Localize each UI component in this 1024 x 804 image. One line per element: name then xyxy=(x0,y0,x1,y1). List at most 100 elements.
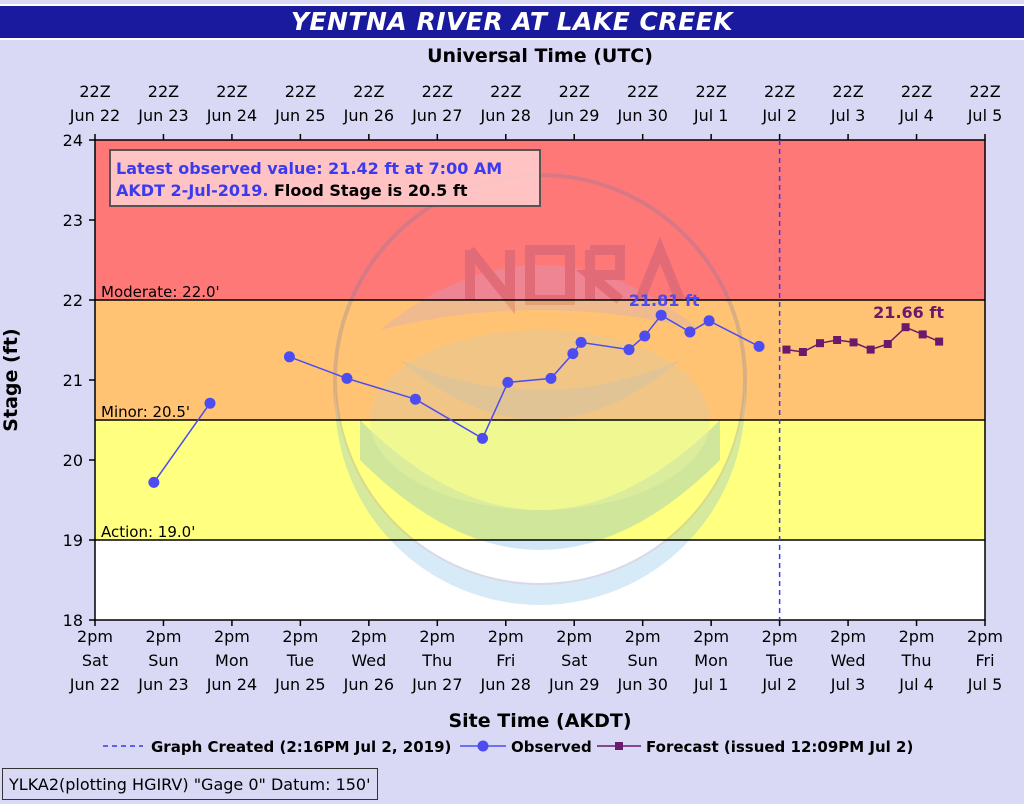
observed-point xyxy=(148,476,160,488)
forecast-point xyxy=(849,338,858,347)
bottom-tick-label: Jun 24 xyxy=(206,675,257,694)
observed-point xyxy=(703,315,715,327)
legend-forecast-marker xyxy=(615,742,623,750)
bottom-tick-label: 2pm xyxy=(351,627,387,646)
bottom-tick-label: 2pm xyxy=(146,627,182,646)
bottom-tick-label: Jul 4 xyxy=(898,675,934,694)
bottom-tick-label: 2pm xyxy=(762,627,798,646)
forecast-point xyxy=(816,339,825,348)
legend-observed-marker xyxy=(477,740,489,752)
observed-point xyxy=(575,336,587,348)
flood-bands xyxy=(95,140,985,620)
bottom-tick-label: Fri xyxy=(496,651,515,670)
datum-label: YLKA2(plotting HGIRV) "Gage 0" Datum: 15… xyxy=(2,768,378,800)
observed-point xyxy=(623,344,635,356)
band-minor xyxy=(95,300,985,420)
bottom-tick-label: Jun 25 xyxy=(274,675,325,694)
bottom-tick-label: Jun 29 xyxy=(548,675,599,694)
top-tick-label: 22Z xyxy=(490,82,521,101)
series xyxy=(148,309,944,488)
bottom-tick-label: 2pm xyxy=(214,627,250,646)
bottom-tick-label: Jun 30 xyxy=(616,675,667,694)
bottom-tick-label: Jul 2 xyxy=(761,675,797,694)
bottom-tick-label: Thu xyxy=(901,651,932,670)
bottom-tick-label: Wed xyxy=(351,651,386,670)
observed-point xyxy=(409,393,421,405)
bottom-tick-label: 2pm xyxy=(419,627,455,646)
bottom-tick-label: Sun xyxy=(148,651,178,670)
bottom-tick-label: 2pm xyxy=(282,627,318,646)
observed-point xyxy=(655,309,667,321)
bottom-tick-label: Sat xyxy=(561,651,587,670)
forecast-point xyxy=(798,348,807,356)
series-line-forecast xyxy=(786,326,940,353)
threshold-label-minor: Minor: 20.5' xyxy=(101,403,190,421)
bottom-tick-label: 2pm xyxy=(488,627,524,646)
bottom-tick-label: Sat xyxy=(82,651,108,670)
chart-title: YENTNA RIVER AT LAKE CREEK xyxy=(0,4,1024,40)
y-axis-title: Stage (ft) xyxy=(0,328,22,431)
bottom-tick-label: Jun 27 xyxy=(411,675,462,694)
bottom-tick-label: 2pm xyxy=(899,627,935,646)
legend-forecast-label: Forecast (issued 12:09PM Jul 2) xyxy=(646,738,913,756)
x-axis-title: Site Time (AKDT) xyxy=(448,710,631,732)
top-tick-label: 22Z xyxy=(969,82,1000,101)
info-box xyxy=(109,149,541,207)
bottom-tick-label: Jul 1 xyxy=(693,675,729,694)
observed-point xyxy=(204,397,216,409)
top-tick-label: 22Z xyxy=(353,82,384,101)
series-line-observed xyxy=(153,402,211,483)
top-tick-label: 22Z xyxy=(627,82,658,101)
top-tick-label: Jul 5 xyxy=(967,106,1003,125)
bottom-tick-label: Jun 22 xyxy=(69,675,120,694)
threshold-label-moderate: Moderate: 22.0' xyxy=(101,283,220,301)
bottom-tick-label: Jun 28 xyxy=(480,675,531,694)
top-tick-label: 22Z xyxy=(79,82,110,101)
observed-point xyxy=(567,348,579,360)
observed-point xyxy=(476,432,488,444)
observed-point xyxy=(283,351,295,363)
top-tick-label: Jul 4 xyxy=(898,106,934,125)
top-tick-label: Jun 29 xyxy=(548,106,599,125)
info-date: AKDT 2-Jul-2019. xyxy=(116,181,268,200)
bottom-tick-label: Jul 5 xyxy=(967,675,1003,694)
top-tick-label: Jul 2 xyxy=(761,106,797,125)
y-tick-label: 22 xyxy=(63,291,83,310)
top-tick-label: Jun 25 xyxy=(274,106,325,125)
forecast-point xyxy=(901,323,910,332)
bottom-tick-label: 2pm xyxy=(556,627,592,646)
bottom-tick-label: Jun 23 xyxy=(137,675,188,694)
observed-point xyxy=(639,330,651,342)
top-tick-label: Jul 1 xyxy=(693,106,729,125)
top-tick-label: Jun 24 xyxy=(206,106,257,125)
y-tick-label: 24 xyxy=(63,131,83,150)
top-tick-label: 22Z xyxy=(216,82,247,101)
info-flood-stage: Flood Stage is 20.5 ft xyxy=(268,181,467,200)
series-line-observed xyxy=(289,314,760,440)
observed-point xyxy=(502,376,514,388)
bottom-tick-label: Tue xyxy=(765,651,793,670)
y-tick-label: 20 xyxy=(63,451,83,470)
top-tick-label: Jun 26 xyxy=(343,106,394,125)
bottom-tick-label: Mon xyxy=(215,651,249,670)
hydrograph-chart: Moderate: 22.0' Minor: 20.5' Action: 19.0'… xyxy=(0,45,1003,756)
forecast-point xyxy=(833,336,842,344)
bottom-tick-label: Sun xyxy=(627,651,657,670)
top-tick-label: Jun 23 xyxy=(137,106,188,125)
observed-point xyxy=(684,326,696,338)
bottom-tick-label: 2pm xyxy=(77,627,113,646)
top-tick-label: 22Z xyxy=(148,82,179,101)
y-tick-label: 23 xyxy=(63,211,83,230)
band-normal xyxy=(95,540,985,620)
forecast-point xyxy=(782,345,791,354)
info-line-1: Latest observed value: 21.42 ft at 7:00 … xyxy=(116,159,502,178)
threshold-label-action: Action: 19.0' xyxy=(101,523,195,541)
bottom-tick-label: 2pm xyxy=(693,627,729,646)
top-tick-label: 22Z xyxy=(764,82,795,101)
top-tick-label: 22Z xyxy=(559,82,590,101)
bottom-tick-label: Wed xyxy=(831,651,866,670)
top-tick-label: 22Z xyxy=(422,82,453,101)
observed-point xyxy=(545,372,557,384)
forecast-point xyxy=(935,337,944,346)
top-tick-label: 22Z xyxy=(901,82,932,101)
